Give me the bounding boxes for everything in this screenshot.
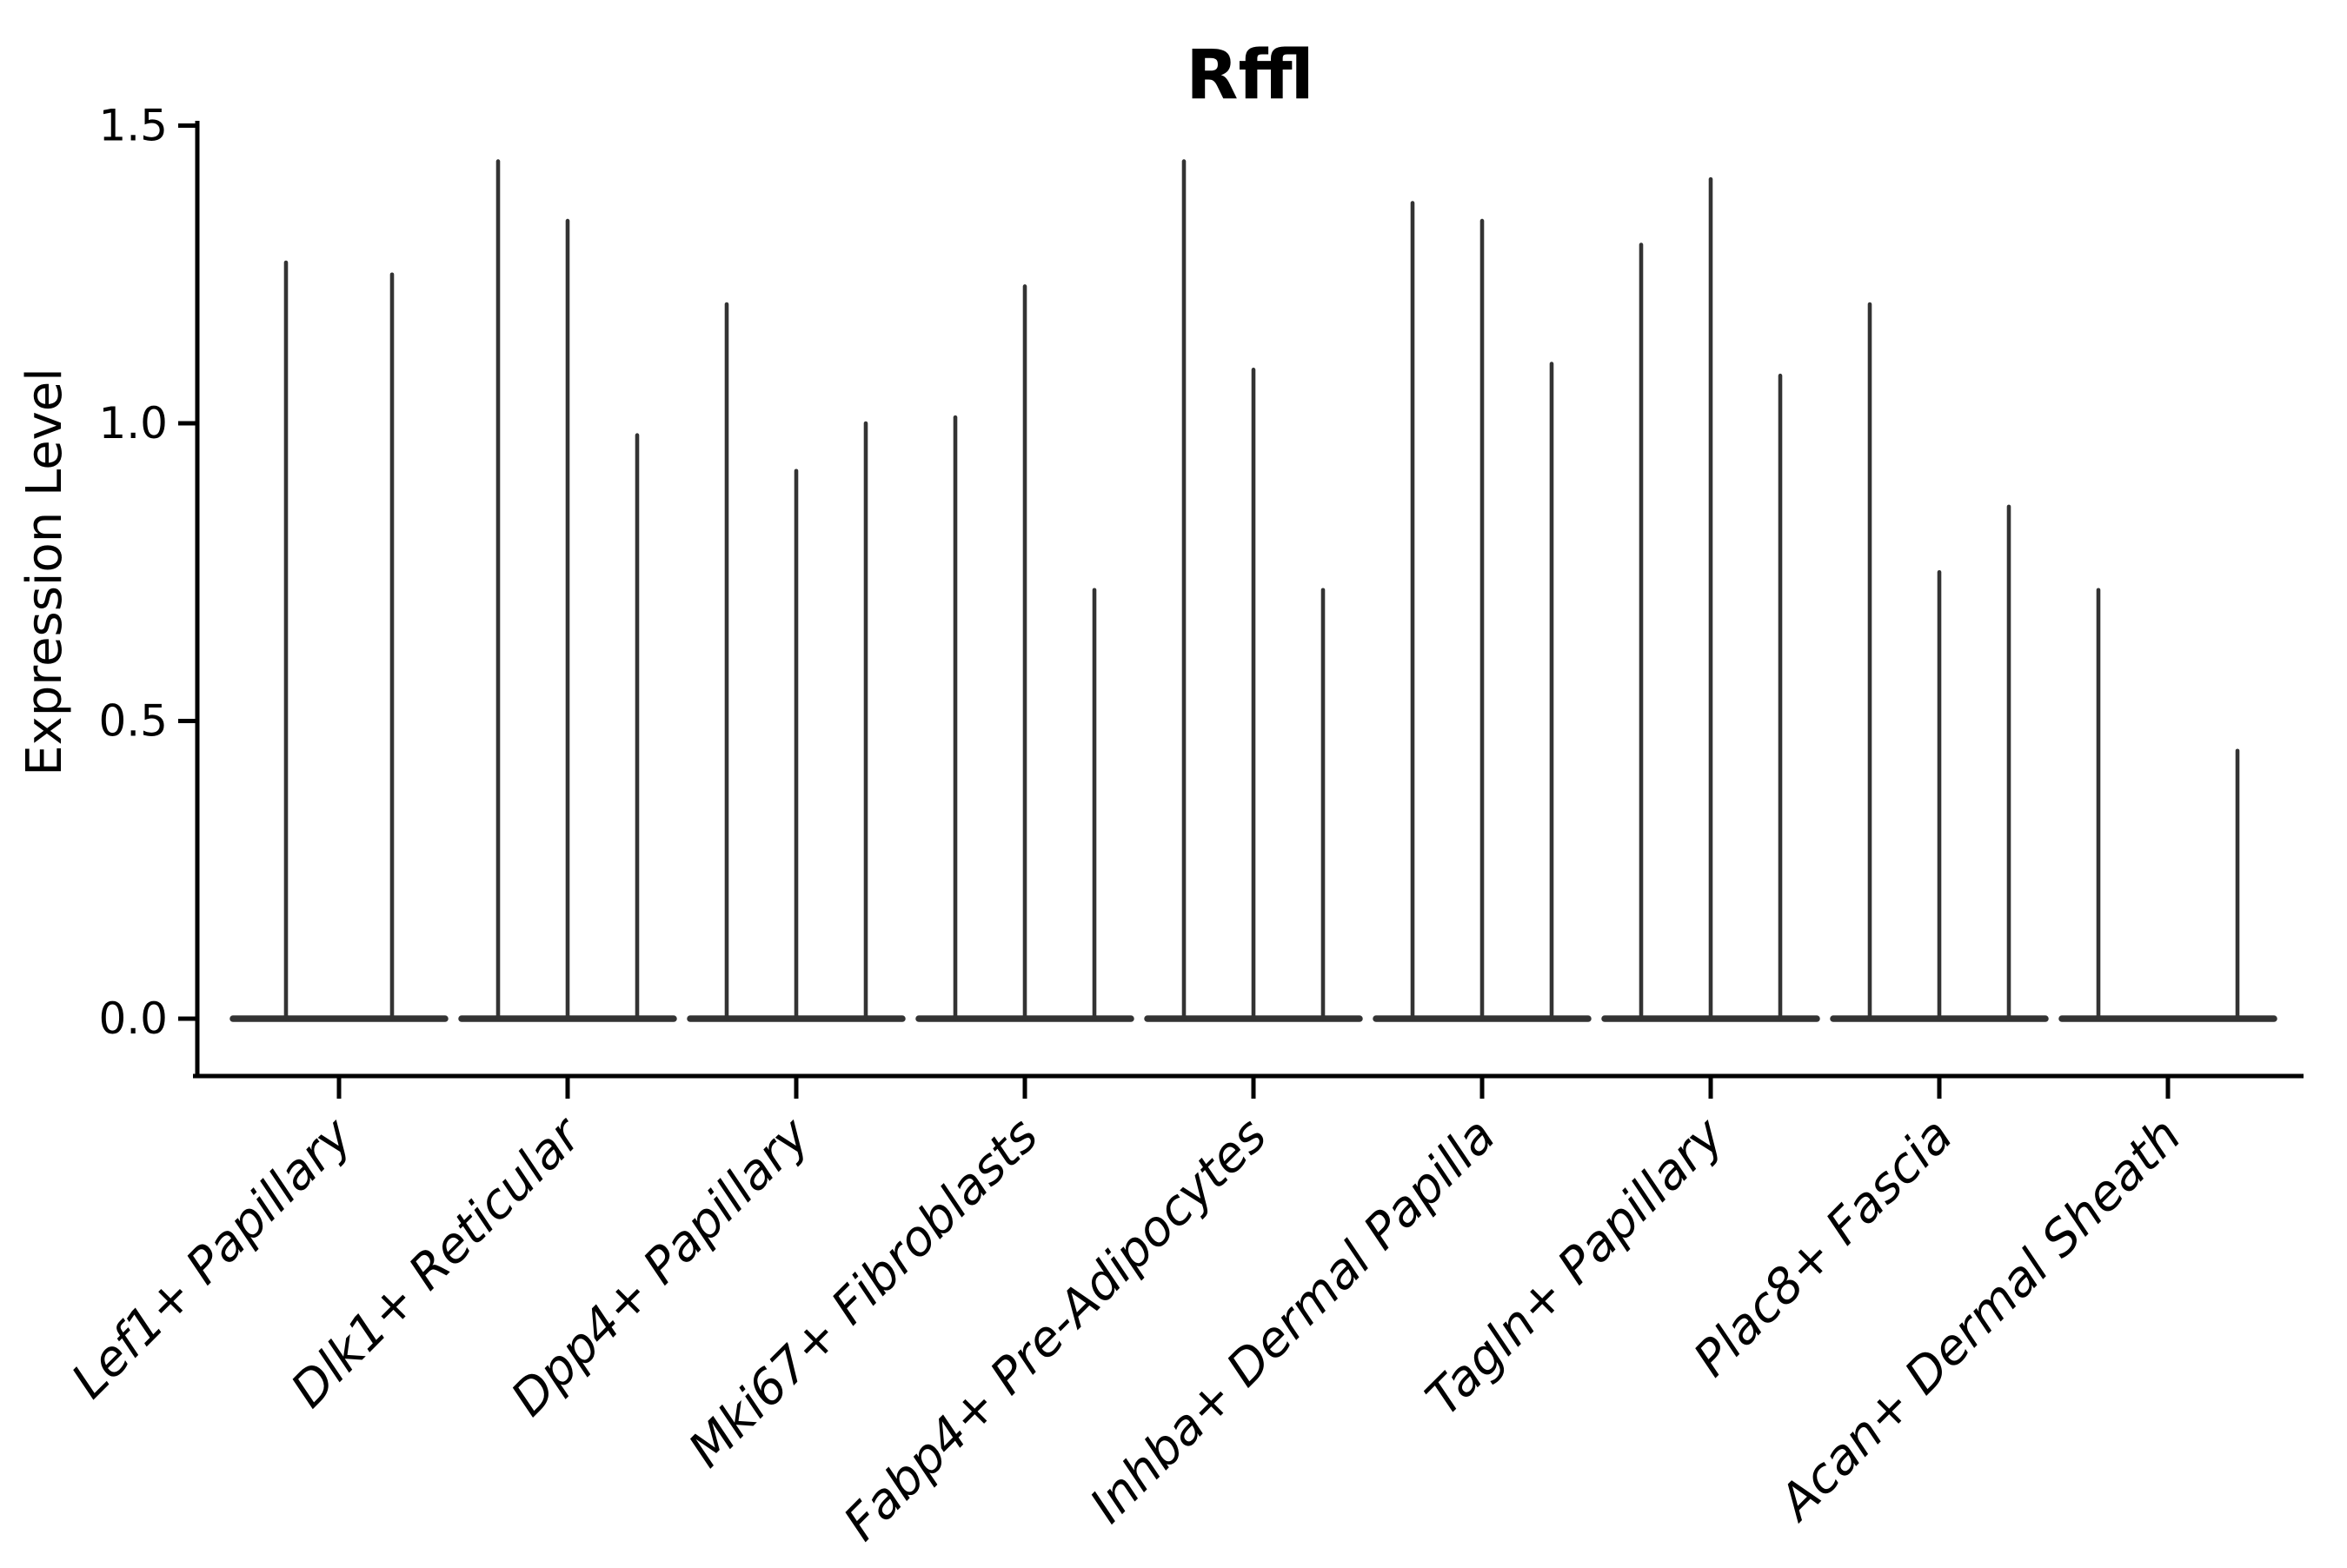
y-tick-label: 1.0 [98, 398, 168, 448]
y-tick-label: 0.0 [98, 993, 168, 1044]
x-tick-label: Fabp4+ Pre-Adipocytes [834, 1107, 1278, 1551]
axes-layer [193, 121, 2304, 1079]
y-tick-label: 1.5 [98, 101, 168, 151]
chart-title: Rffl [1186, 37, 1313, 115]
y-axis-label: Expression Level [17, 368, 73, 776]
x-tick-label: Inhba+ Dermal Papilla [1080, 1107, 1506, 1534]
violins-layer [229, 159, 2277, 1022]
y-tick-label: 0.5 [98, 696, 168, 747]
x-tick-label: Acan+ Dermal Sheath [1767, 1107, 2192, 1532]
